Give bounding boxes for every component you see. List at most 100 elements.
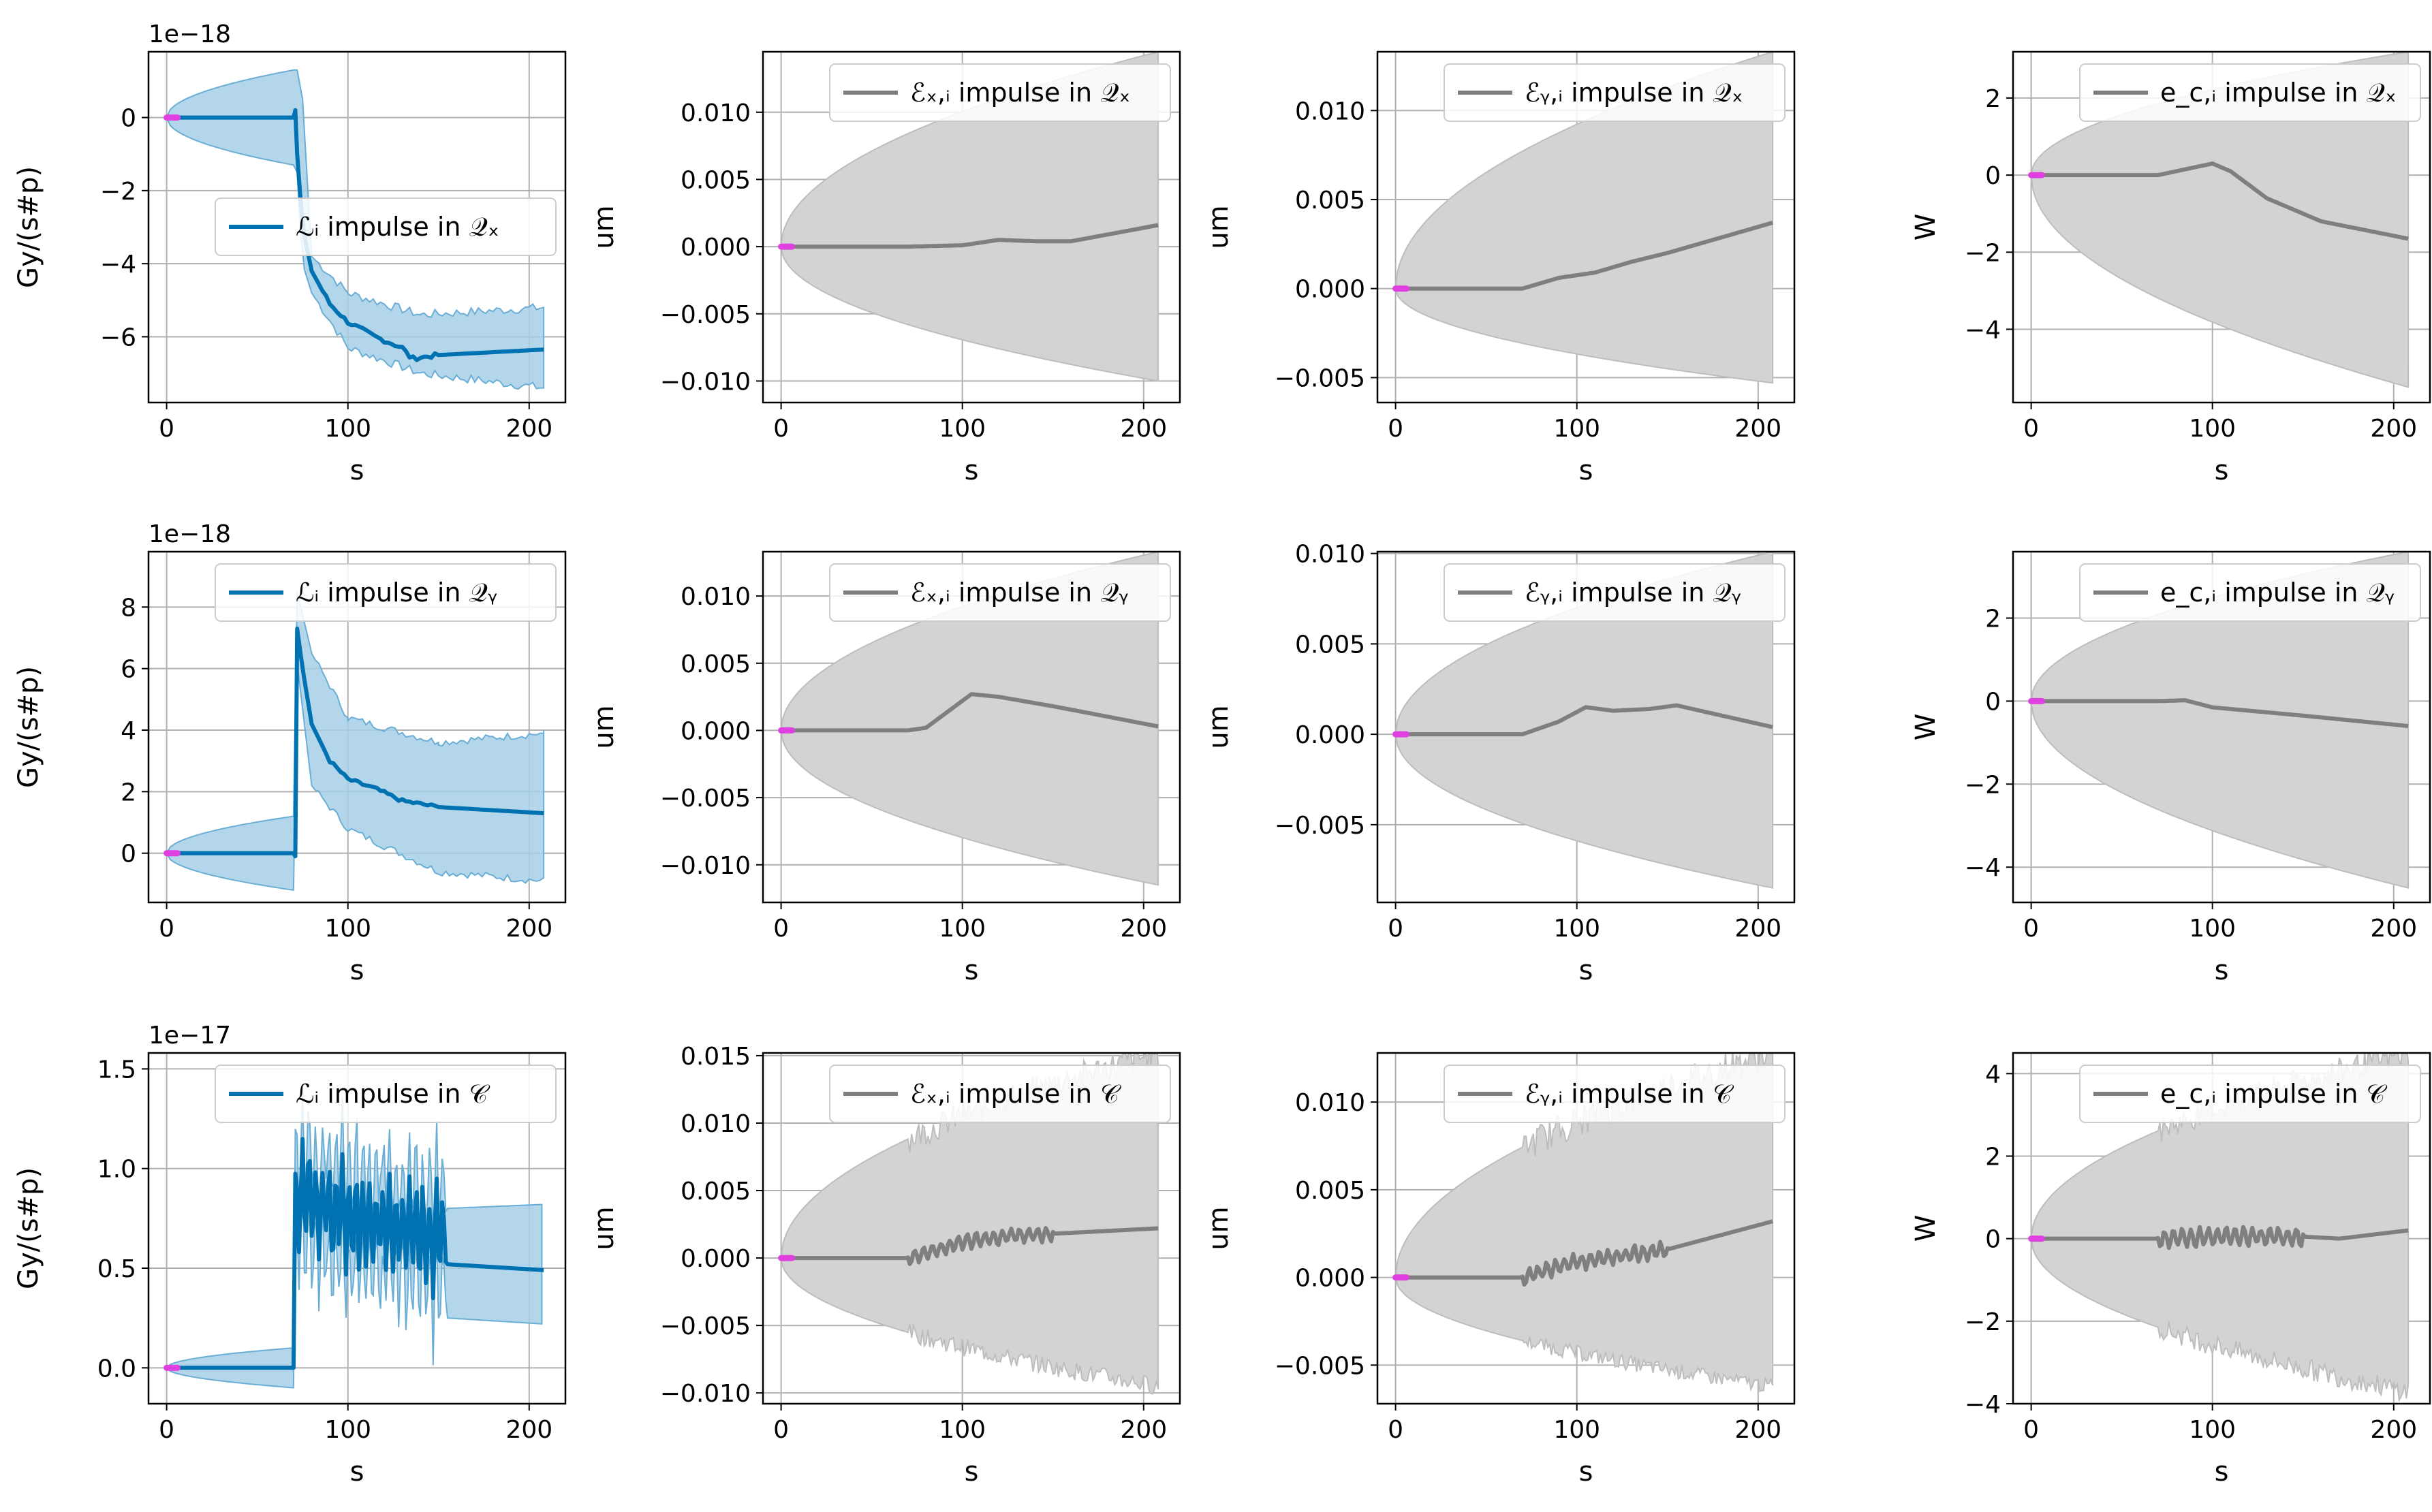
subplot-3-3: 0 100 200 0.010 0.005 0.000 −0.005 s um ℰᵧ,ᵢ impu…: [1203, 1052, 1796, 1487]
plot-area: [778, 1053, 1159, 1395]
x-tick-label: 200: [1734, 915, 1781, 943]
subplot-2-1: 0 100 200 8 6 4 2 0 s Gy/(s#p) 1e−18 ℒᵢ impulse in …: [13, 520, 567, 986]
y-tick-label: −0.005: [660, 1312, 751, 1340]
confidence-band: [1394, 552, 1774, 889]
x-axis-label: s: [2215, 455, 2229, 486]
x-axis-label: s: [1579, 455, 1593, 486]
legend-label: e_c,ᵢ impulse in 𝒞: [2160, 1079, 2388, 1109]
series-line: [1395, 221, 1773, 291]
legend-box: [1444, 1065, 1786, 1123]
legend-box: [2079, 563, 2421, 622]
y-tick-label: −0.005: [1275, 1352, 1365, 1380]
x-tick-label: 200: [1734, 1416, 1781, 1444]
plot-area: [163, 69, 545, 390]
series-line: [781, 692, 1159, 733]
y-axis-label: W: [1910, 714, 1942, 741]
plot-area: [778, 552, 1159, 886]
y-tick-label: 0.005: [681, 650, 751, 678]
legend-label: ℰᵧ,ᵢ impulse in 𝒬ᵧ: [1525, 578, 1741, 608]
y-tick-label: −0.010: [660, 1380, 751, 1408]
legend-box: [829, 563, 1171, 622]
confidence-band: [780, 52, 1159, 382]
confidence-band: [166, 591, 545, 892]
legend-label: ℒᵢ impulse in 𝒞: [296, 1079, 490, 1109]
legend-label: ℰᵧ,ᵢ impulse in 𝒞: [1525, 1079, 1734, 1109]
x-axis-label: s: [350, 955, 364, 986]
y-tick-label: −4: [1965, 854, 2001, 882]
subplot-3-2: 0 100 200 0.015 0.010 0.005 0.000 −0.005 −0.010 s…: [589, 1043, 1181, 1487]
y-tick-label: −4: [1965, 1391, 2001, 1419]
series-line: [1395, 1219, 1773, 1287]
y-tick-label: 0.015: [681, 1043, 751, 1071]
subplot-3-4: 0 100 200 4 2 0 −2 −4 s We_c,ᵢ impulse in 𝒞: [1910, 1052, 2431, 1487]
legend: ℰₓ,ᵢ impulse in 𝒬ₓ: [829, 63, 1171, 122]
y-axis-label: W: [1910, 214, 1942, 241]
y-tick-label: 0.010: [681, 583, 751, 611]
x-tick-label: 0: [773, 415, 789, 443]
x-tick-label: 200: [1120, 1416, 1167, 1444]
legend-label: e_c,ᵢ impulse in 𝒬ₓ: [2160, 78, 2397, 108]
y-tick-label: 2: [121, 778, 136, 806]
legend-box: [829, 63, 1171, 122]
y-tick-label: 8: [121, 594, 136, 622]
x-axis-label: s: [2215, 955, 2229, 986]
axes-frame: [1376, 1052, 1796, 1405]
y-tick-label: 0: [121, 840, 136, 868]
series-line: [781, 223, 1159, 249]
x-tick-label: 200: [1734, 415, 1781, 443]
axes-frame: [147, 50, 567, 404]
legend-box: [215, 198, 557, 256]
legend-label: ℒᵢ impulse in 𝒬ₓ: [296, 212, 499, 242]
x-tick-label: 0: [159, 915, 174, 943]
subplot-2-3: 0 100 200 0.010 0.005 0.000 −0.005 s um ℰᵧ,ᵢ impu…: [1203, 541, 1796, 986]
axes-frame: [147, 1052, 567, 1405]
y-tick-label: 0: [1985, 688, 2001, 716]
y-tick-label: −2: [100, 178, 136, 206]
y-axis-label: Gy/(s#p): [13, 1167, 44, 1289]
y-tick-label: −0.005: [1275, 812, 1365, 840]
series-line: [1395, 703, 1773, 737]
y-tick-label: 0.005: [1295, 1177, 1365, 1205]
x-tick-label: 0: [159, 1416, 174, 1444]
x-tick-label: 200: [505, 1416, 552, 1444]
legend-box: [829, 1065, 1171, 1123]
y-tick-label: 0.010: [1295, 541, 1365, 569]
confidence-band: [780, 552, 1159, 886]
axes-frame: [1376, 50, 1796, 404]
plot-area: [163, 591, 545, 892]
x-tick-label: 200: [1120, 915, 1167, 943]
legend-label: ℰₓ,ᵢ impulse in 𝒬ₓ: [910, 78, 1130, 108]
series-line: [166, 108, 544, 362]
y-tick-label: 0.000: [681, 1245, 751, 1273]
legend: ℰₓ,ᵢ impulse in 𝒞: [829, 1065, 1171, 1123]
legend-label: e_c,ᵢ impulse in 𝒬ᵧ: [2160, 578, 2395, 608]
legend-label: ℰᵧ,ᵢ impulse in 𝒬ₓ: [1525, 78, 1743, 108]
x-tick-label: 200: [2370, 915, 2417, 943]
y-axis-label: Gy/(s#p): [13, 666, 44, 788]
plot-area: [778, 52, 1159, 382]
y-tick-label: 0: [121, 105, 136, 133]
y-tick-label: −4: [1965, 316, 2001, 344]
y-tick-label: −2: [1965, 239, 2001, 267]
y-tick-label: 0.0: [97, 1355, 136, 1383]
axes-frame: [2012, 550, 2431, 904]
y-tick-label: 0.005: [681, 166, 751, 194]
y-axis-label: um: [1203, 1206, 1234, 1250]
plot-area: [2028, 52, 2410, 388]
legend: ℰᵧ,ᵢ impulse in 𝒬ₓ: [1444, 63, 1786, 122]
x-axis-label: s: [350, 455, 364, 486]
axes-frame: [147, 550, 567, 904]
legend-box: [1444, 63, 1786, 122]
y-tick-label: 4: [121, 717, 136, 745]
legend-label: ℰₓ,ᵢ impulse in 𝒞: [910, 1079, 1121, 1109]
subplot-1-4: 0 100 200 2 0 −2 −4 s We_c,ᵢ impulse in 𝒬ₓ: [1910, 50, 2431, 486]
y-tick-label: 0.000: [1295, 721, 1365, 749]
y-tick-label: 6: [121, 656, 136, 684]
x-tick-label: 0: [773, 1416, 789, 1444]
x-tick-label: 100: [2189, 915, 2236, 943]
plot-area: [2028, 1053, 2410, 1403]
confidence-band: [2030, 1053, 2410, 1403]
x-tick-label: 0: [773, 915, 789, 943]
legend: ℰᵧ,ᵢ impulse in 𝒬ᵧ: [1444, 563, 1786, 622]
